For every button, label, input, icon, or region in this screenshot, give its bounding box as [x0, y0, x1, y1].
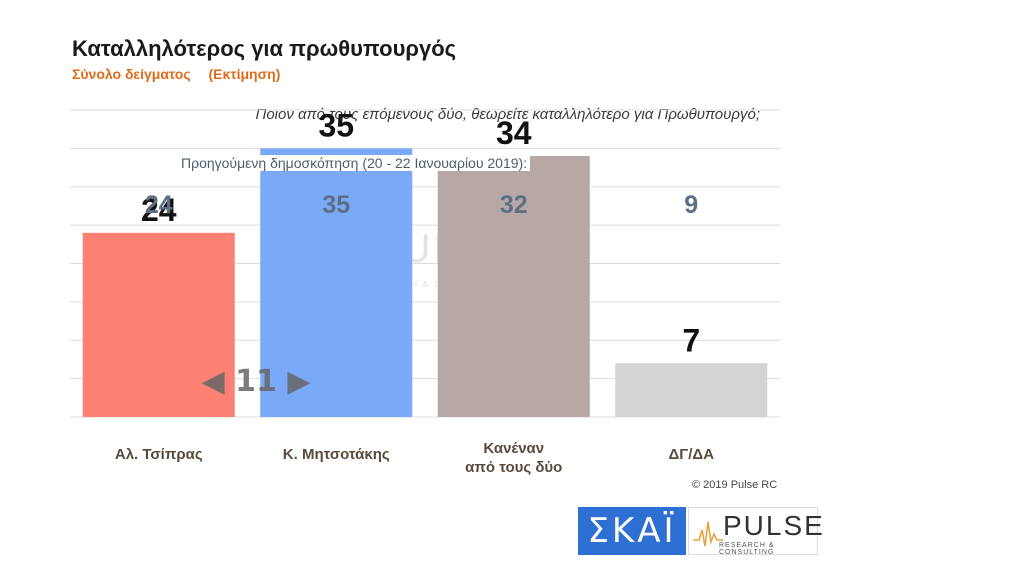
subtitle: Σύνολο δείγματος (Εκτίμηση) — [72, 66, 294, 82]
category-label: Κ. Μητσοτάκης — [283, 446, 390, 463]
previous-value-label: 9 — [684, 191, 698, 219]
bar — [615, 363, 768, 417]
bar — [82, 232, 235, 417]
bar — [437, 156, 590, 418]
bar-value-label: 35 — [318, 107, 354, 143]
bar — [260, 148, 413, 417]
pulse-logo-tag: RESEARCH & CONSULTING — [719, 542, 775, 556]
bar-value-label: 34 — [496, 115, 532, 151]
watermark-tag: RESEARCH & CONSULTING — [357, 279, 508, 289]
copyright: © 2019 Pulse RC — [692, 479, 778, 491]
subtitle-sample: Σύνολο δείγματος — [72, 66, 191, 82]
category-label: Κανέναν — [483, 440, 544, 457]
bar-value-label: 7 — [682, 322, 700, 358]
previous-value-label: 24 — [145, 191, 173, 219]
gap-annotation: ◀ 11 ▶ — [202, 364, 311, 399]
category-label: Αλ. Τσίπρας — [115, 446, 203, 463]
pulse-logo-name: PULSE — [723, 510, 825, 541]
skai-logo: ΣΚΑΪ — [578, 507, 686, 555]
page-title: Καταλληλότερος για πρωθυπουργός — [72, 36, 457, 61]
previous-value-label: 35 — [322, 191, 350, 219]
subtitle-estimate: (Εκτίμηση) — [208, 66, 281, 82]
pulse-wave-icon — [693, 521, 723, 547]
previous-poll-note: Προηγούμενη δημοσκόπηση (20 - 22 Ιανουαρ… — [178, 155, 531, 171]
category-label: από τους δύο — [465, 459, 562, 476]
bar-value-label: 24 — [141, 192, 177, 228]
previous-value-label: 32 — [500, 191, 528, 219]
category-label: ΔΓ/ΔΑ — [668, 446, 714, 463]
pulse-logo: PULSE RESEARCH & CONSULTING — [688, 507, 823, 556]
